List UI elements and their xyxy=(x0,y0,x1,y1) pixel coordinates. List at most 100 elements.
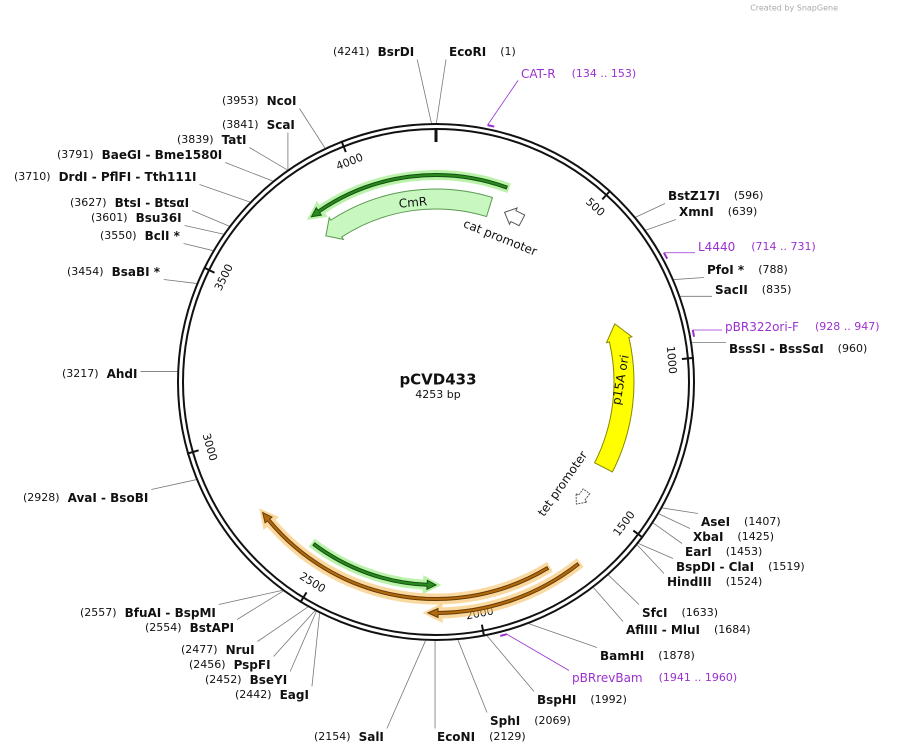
leader-line xyxy=(236,590,284,620)
tick-mark xyxy=(601,189,612,201)
enzyme-label: (3550) BclI * xyxy=(100,229,181,243)
leader-line xyxy=(635,203,666,218)
enzyme-name: BaeGI - Bme1580I xyxy=(102,148,223,162)
tick-mark xyxy=(480,624,486,637)
enzyme-label: BssSI - BssSαI (960) xyxy=(729,342,867,356)
primer-label: pBR322ori-F (928 .. 947) xyxy=(725,320,880,334)
enzyme-label: AflIII - MluI (1684) xyxy=(626,623,751,637)
backbone-outer xyxy=(177,123,695,641)
enzyme-name: NruI xyxy=(226,643,255,657)
enzyme-label: BspHI (1992) xyxy=(537,693,627,707)
enzyme-label: (4241) BsrDI xyxy=(333,45,414,59)
enzyme-position: (3550) xyxy=(100,229,137,242)
enzyme-position: (1992) xyxy=(590,693,627,706)
map-size: 4253 bp xyxy=(415,388,460,401)
enzyme-label: (2477) NruI xyxy=(181,643,255,657)
enzyme-position: (3627) xyxy=(70,196,107,209)
enzyme-name: Bsu36I xyxy=(136,211,182,225)
enzyme-position: (3791) xyxy=(57,148,94,161)
leader-line xyxy=(653,522,683,544)
leader-line xyxy=(151,479,197,490)
primer-label: pBRrevBam (1941 .. 1960) xyxy=(572,671,737,685)
enzyme-position: (1633) xyxy=(681,606,718,619)
tick-label: 1500 xyxy=(611,509,638,539)
enzyme-name: ScaI xyxy=(267,118,295,132)
enzyme-label: EcoRI (1) xyxy=(449,45,516,59)
enzyme-name: AseI xyxy=(701,515,730,529)
tick-label: 1000 xyxy=(664,345,680,374)
enzyme-position: (3217) xyxy=(62,367,99,380)
enzyme-label: (2154) SalI xyxy=(314,730,384,744)
green-bar xyxy=(312,542,438,591)
enzyme-label: AseI (1407) xyxy=(701,515,781,529)
enzyme-position: (2442) xyxy=(235,688,272,701)
map-name: pCVD433 xyxy=(399,371,476,389)
cat-promoter-arrow xyxy=(503,207,526,227)
leader-line xyxy=(183,243,213,251)
leader-line xyxy=(163,279,197,284)
enzyme-label: (2442) EagI xyxy=(235,688,309,702)
tick-mark xyxy=(632,529,644,539)
enzyme-name: NcoI xyxy=(267,94,297,108)
leader-line xyxy=(608,574,640,605)
leader-line xyxy=(486,635,535,692)
primer-name: CAT-R xyxy=(521,67,556,81)
enzyme-name: BssSI - BssSαI xyxy=(729,342,824,356)
enzyme-label: (3710) DrdI - PflFI - Tth111I xyxy=(14,170,197,184)
leader-line xyxy=(257,606,309,642)
enzyme-position: (2129) xyxy=(489,730,526,743)
tick-mark xyxy=(203,266,215,274)
primer-mark xyxy=(691,329,696,337)
leader-line xyxy=(184,225,224,235)
enzyme-label: (3953) NcoI xyxy=(222,94,296,108)
enzyme-position: (1407) xyxy=(744,515,781,528)
leader-line xyxy=(435,59,447,124)
enzyme-name: BtsI - BtsαI xyxy=(115,196,190,210)
enzyme-position: (2452) xyxy=(205,673,242,686)
cmr-arrow xyxy=(325,188,494,241)
tick-label: 3000 xyxy=(200,432,220,463)
feature-label: cat promoter xyxy=(461,216,539,258)
enzyme-label: HindIII (1524) xyxy=(667,575,762,589)
primer-leader xyxy=(487,80,519,126)
enzyme-name: TatI xyxy=(222,133,247,147)
primer-range: (928 .. 947) xyxy=(815,320,880,333)
enzyme-label: SphI (2069) xyxy=(490,714,571,728)
enzyme-name: BstAPI xyxy=(190,621,235,635)
leader-line xyxy=(191,210,230,227)
enzyme-position: (2456) xyxy=(189,658,226,671)
green-bar xyxy=(310,173,508,218)
enzyme-name: BstZ17I xyxy=(668,189,720,203)
enzyme-label: XbaI (1425) xyxy=(693,530,774,544)
leader-line xyxy=(593,587,624,622)
enzyme-label: BamHI (1878) xyxy=(600,649,695,663)
enzyme-label: (2557) BfuAI - BspMI xyxy=(80,606,216,620)
enzyme-name: HindIII xyxy=(667,575,712,589)
enzyme-position: (1878) xyxy=(658,649,695,662)
enzyme-position: (2554) xyxy=(145,621,182,634)
enzyme-position: (2069) xyxy=(534,714,571,727)
enzyme-label: XmnI (639) xyxy=(679,205,757,219)
enzyme-position: (3710) xyxy=(14,170,51,183)
leader-line xyxy=(658,513,691,529)
feature-label: tet promoter xyxy=(535,448,590,519)
enzyme-position: (4241) xyxy=(333,45,370,58)
enzyme-name: BspHI xyxy=(537,693,576,707)
enzyme-name: DrdI - PflFI - Tth111I xyxy=(59,170,197,184)
enzyme-position: (2154) xyxy=(314,730,351,743)
enzyme-position: (3601) xyxy=(91,211,128,224)
enzyme-name: BclI * xyxy=(145,229,181,243)
enzyme-label: (2554) BstAPI xyxy=(145,621,234,635)
leader-line xyxy=(457,639,488,713)
enzyme-name: XbaI xyxy=(693,530,723,544)
tick-mark xyxy=(340,140,347,153)
leader-line xyxy=(662,507,699,514)
primer-name: pBR322ori-F xyxy=(725,320,799,334)
tick-label: 3500 xyxy=(212,262,236,293)
leader-line xyxy=(249,147,288,171)
enzyme-name: AhdI xyxy=(107,367,138,381)
enzyme-name: BsrDI xyxy=(378,45,415,59)
enzyme-name: BseYI xyxy=(250,673,288,687)
enzyme-position: (1524) xyxy=(726,575,763,588)
leader-line xyxy=(638,543,674,559)
